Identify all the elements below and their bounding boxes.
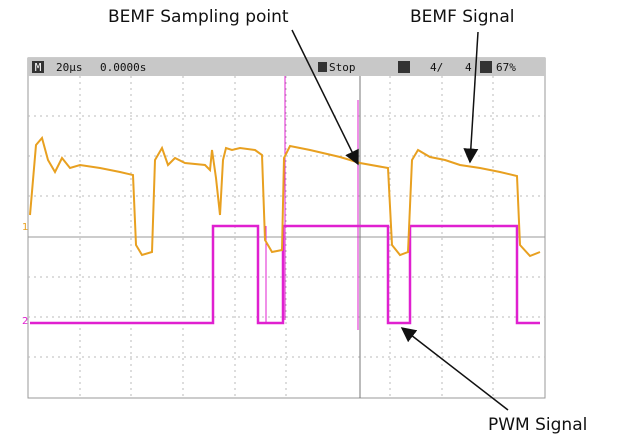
- run-state: Stop: [329, 61, 356, 74]
- level-icon: [480, 61, 492, 73]
- stop-icon: [318, 62, 327, 72]
- acq-icon: [398, 61, 410, 73]
- mode: M: [35, 61, 42, 74]
- acq: 4/: [430, 61, 443, 74]
- ch1-marker: 1: [22, 222, 28, 233]
- signal-label: BEMF Signal: [410, 7, 514, 27]
- ch2-marker: 2: [22, 316, 28, 327]
- sampling-label: BEMF Sampling point: [108, 7, 289, 27]
- scope-figure: M 20µs 0.0000s Stop 4/ 4 67% 1 2 BEMF Sa…: [0, 0, 618, 441]
- level: 67%: [496, 61, 516, 74]
- delay: 0.0000s: [100, 61, 146, 74]
- timebase: 20µs: [56, 61, 83, 74]
- pwm-label: PWM Signal: [488, 415, 587, 435]
- count: 4: [465, 61, 472, 74]
